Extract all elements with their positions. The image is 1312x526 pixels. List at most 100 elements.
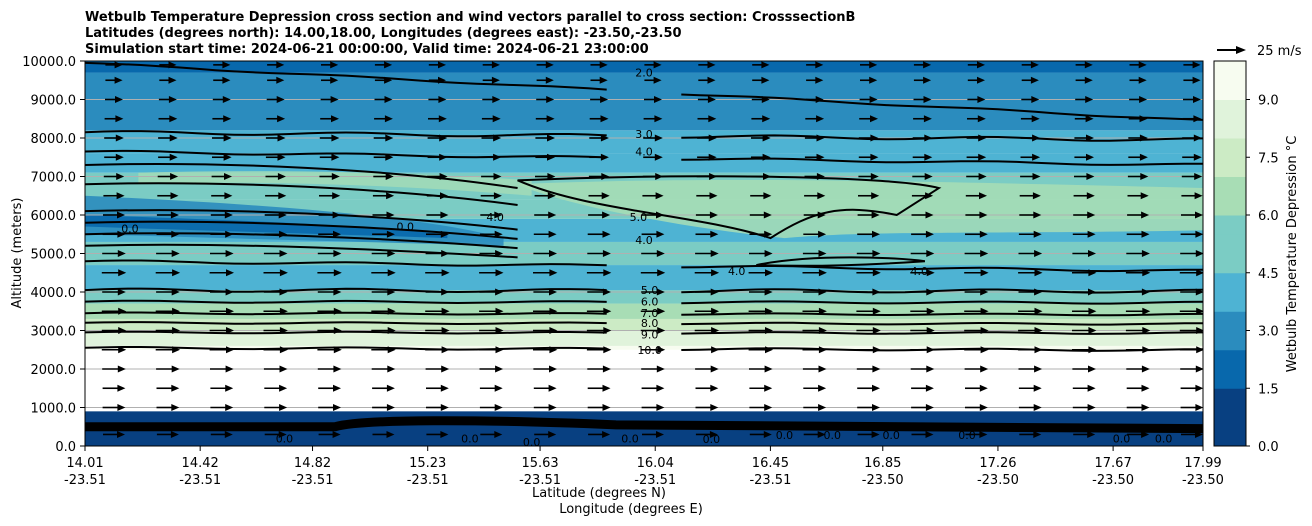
wind-vector — [1072, 384, 1096, 392]
wind-vector-head — [279, 327, 288, 334]
wind-vector — [805, 96, 824, 103]
wind-vector-head — [224, 173, 232, 180]
wind-vector — [426, 230, 449, 238]
wind-vector — [264, 211, 287, 219]
wind-vector-head — [549, 307, 558, 315]
wind-vector — [101, 327, 127, 334]
wind-vector — [642, 192, 664, 200]
wind-vector-head — [330, 61, 339, 69]
contour-label-extra-1: 4.0 — [728, 265, 746, 278]
wind-vector-head — [978, 134, 987, 142]
wind-vector — [587, 250, 611, 257]
x-tick-label-lat: 14.42 — [182, 456, 219, 471]
wind-vector-head — [1196, 327, 1203, 334]
wind-vector-head — [440, 192, 448, 200]
wind-vector-head — [1088, 307, 1097, 315]
wind-vector — [427, 134, 448, 142]
wind-vector-head — [1192, 61, 1201, 69]
wind-vector — [749, 384, 773, 392]
wind-vector-head — [980, 288, 989, 296]
wind-vector-head — [980, 269, 989, 277]
wind-vector-head — [656, 288, 665, 296]
wind-vector — [1128, 115, 1148, 123]
wind-vector-head — [926, 327, 935, 334]
wind-vector — [1018, 365, 1043, 373]
wind-vector-head — [278, 192, 287, 200]
x-tick-label-lat: 14.01 — [66, 456, 103, 471]
wind-vector — [913, 96, 932, 103]
wind-vector-head — [1141, 288, 1150, 296]
wind-vector-head — [172, 307, 181, 315]
wind-vector-head — [816, 115, 825, 123]
wind-vector-head — [816, 134, 825, 142]
wind-vector-head — [441, 307, 450, 315]
wind-vector-head — [925, 404, 934, 411]
wind-vector-head — [169, 153, 178, 161]
wind-vector — [856, 307, 881, 315]
wind-vector-head — [1084, 76, 1093, 84]
colorbar-segment — [1214, 330, 1246, 351]
wind-vector — [1180, 404, 1203, 411]
wind-vector — [1126, 365, 1150, 373]
wind-vector — [533, 365, 557, 373]
wind-vector-head — [1087, 384, 1096, 392]
wind-vector — [1075, 61, 1093, 69]
wind-vector-head — [602, 404, 611, 411]
wind-vector — [102, 230, 126, 238]
wind-vector-head — [925, 211, 934, 219]
wind-vector-head — [386, 384, 395, 392]
wind-vector-head — [818, 307, 827, 315]
wind-vector-head — [602, 384, 611, 392]
wind-vector-head — [170, 192, 179, 200]
wind-vector-head — [333, 365, 342, 373]
colorbar-segment — [1214, 195, 1246, 216]
wind-vector — [1128, 134, 1148, 142]
wind-vector — [1180, 250, 1203, 257]
wind-vector-head — [172, 327, 181, 334]
wind-vector — [586, 346, 612, 354]
wind-vector — [964, 250, 989, 257]
x-tick-label-lon: -23.51 — [519, 473, 561, 488]
wind-vector — [156, 404, 180, 411]
contour-line-left-2 — [85, 220, 518, 240]
wind-vector-head — [495, 250, 504, 257]
wind-vector-head — [761, 61, 770, 69]
wind-vector-head — [653, 76, 662, 84]
wind-vector — [859, 96, 878, 103]
wind-vector-head — [1033, 230, 1042, 238]
contour-label-3: 5.0 — [630, 211, 648, 224]
wind-vector-head — [1141, 250, 1150, 257]
wind-vector-head — [279, 404, 288, 411]
wind-vector-head — [171, 288, 180, 296]
wind-vector — [642, 211, 664, 219]
wind-vector-head — [333, 250, 342, 257]
wind-vector-head — [925, 230, 934, 238]
wind-vector — [803, 230, 827, 238]
wind-vector-head — [331, 173, 340, 180]
wind-vector-head — [709, 211, 718, 219]
wind-vector — [1072, 365, 1096, 373]
wind-vector-head — [223, 115, 232, 123]
wind-vector-head — [765, 307, 773, 315]
wind-vector-head — [494, 384, 503, 392]
wind-vector — [479, 307, 504, 315]
wind-vector — [749, 430, 772, 438]
contour-label-1: 3.0 — [635, 128, 653, 141]
wind-vector — [804, 173, 825, 180]
wind-vector — [695, 211, 718, 219]
wind-vector — [1074, 115, 1094, 123]
wind-vector-head — [1195, 384, 1203, 392]
wind-vector — [533, 288, 557, 296]
contour-line-4-loop — [756, 256, 926, 267]
wind-vector-head — [1031, 96, 1040, 103]
wind-vector — [802, 269, 827, 277]
wind-vector — [533, 230, 557, 238]
wind-vector-head — [277, 115, 286, 123]
wind-vector-head — [818, 365, 827, 373]
wind-vector-head — [171, 384, 180, 392]
wind-vector-head — [171, 230, 180, 238]
wind-vector-head — [1085, 96, 1094, 103]
wind-vector — [156, 288, 180, 296]
wind-vector — [266, 115, 286, 123]
wind-vector-head — [761, 96, 770, 103]
